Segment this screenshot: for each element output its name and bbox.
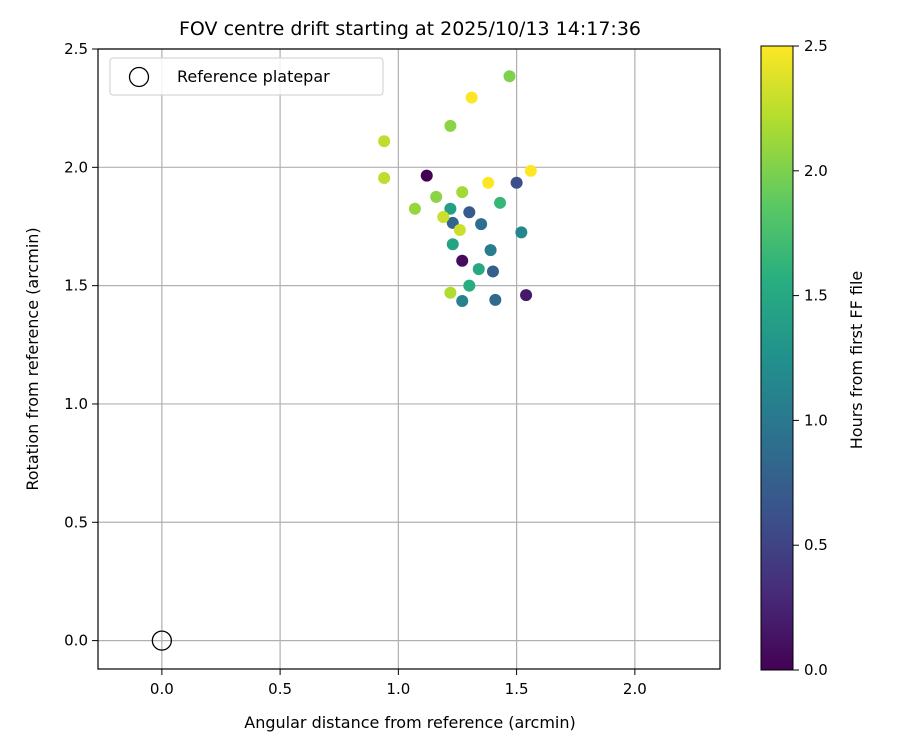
x-axis-label: Angular distance from reference (arcmin) — [244, 713, 575, 732]
legend-entry: Reference platepar — [177, 67, 330, 86]
legend-box — [109, 57, 384, 96]
data-point — [378, 135, 391, 148]
reference-platepar-marker — [151, 630, 173, 651]
x-tick-label: 0.0 — [150, 680, 174, 698]
data-point — [475, 218, 488, 231]
data-point — [510, 176, 523, 189]
colorbar-tick-label: 0.0 — [804, 661, 828, 679]
grid-lines — [98, 48, 720, 669]
data-point — [420, 169, 433, 182]
plot-frame — [97, 48, 721, 670]
data-point — [494, 196, 507, 209]
data-point — [482, 176, 495, 189]
data-point — [524, 164, 537, 177]
data-point — [430, 190, 443, 203]
data-point — [463, 206, 476, 219]
data-point — [486, 265, 499, 278]
data-point — [453, 224, 466, 237]
data-point — [503, 70, 516, 83]
data-point — [444, 119, 457, 132]
colorbar-tick-label: 1.5 — [804, 287, 828, 305]
x-tick-label: 0.5 — [268, 680, 292, 698]
data-point — [444, 286, 457, 299]
y-tick-label: 1.0 — [64, 395, 88, 413]
data-point — [444, 202, 457, 215]
x-tick-label: 2.0 — [623, 680, 647, 698]
y-tick-label: 2.0 — [64, 158, 88, 176]
data-point — [484, 244, 497, 257]
data-point — [465, 91, 478, 104]
data-points — [378, 70, 537, 308]
data-point — [489, 293, 502, 306]
data-point — [378, 171, 391, 184]
data-point — [463, 279, 476, 292]
colorbar-tick-label: 0.5 — [804, 536, 828, 554]
colorbar-tick-label: 2.0 — [804, 162, 828, 180]
colorbar-ticks: 0.0 0.5 1.0 1.5 2.0 2.5 — [793, 37, 828, 679]
colorbar-gradient — [760, 45, 794, 671]
data-point — [515, 226, 528, 239]
x-tick-label: 1.0 — [386, 680, 410, 698]
colorbar-tick-label: 2.5 — [804, 37, 828, 55]
data-point — [456, 295, 469, 308]
legend-marker-icon — [128, 66, 150, 88]
data-point — [456, 186, 469, 199]
y-tick-label: 1.5 — [64, 277, 88, 295]
legend: Reference platepar — [109, 57, 384, 96]
data-point — [456, 254, 469, 267]
x-axis-ticks: 0.0 0.5 1.0 1.5 2.0 — [150, 669, 647, 698]
chart-title: FOV centre drift starting at 2025/10/13 … — [179, 18, 641, 40]
data-point — [520, 289, 533, 302]
data-point — [446, 238, 459, 251]
y-tick-label: 0.0 — [64, 632, 88, 650]
y-axis-ticks: 0.0 0.5 1.0 1.5 2.0 2.5 — [64, 40, 98, 650]
y-axis-label: Rotation from reference (arcmin) — [23, 227, 42, 490]
data-point — [437, 211, 450, 224]
colorbar: 0.0 0.5 1.0 1.5 2.0 2.5 Hours from first FF f… — [760, 37, 866, 679]
reference-point-group — [151, 630, 173, 651]
colorbar-tick-label: 1.0 — [804, 411, 828, 429]
y-tick-label: 0.5 — [64, 513, 88, 531]
data-point — [408, 202, 421, 215]
x-tick-label: 1.5 — [505, 680, 529, 698]
colorbar-label: Hours from first FF file — [847, 271, 866, 450]
y-tick-label: 2.5 — [64, 40, 88, 58]
data-point — [472, 263, 485, 276]
